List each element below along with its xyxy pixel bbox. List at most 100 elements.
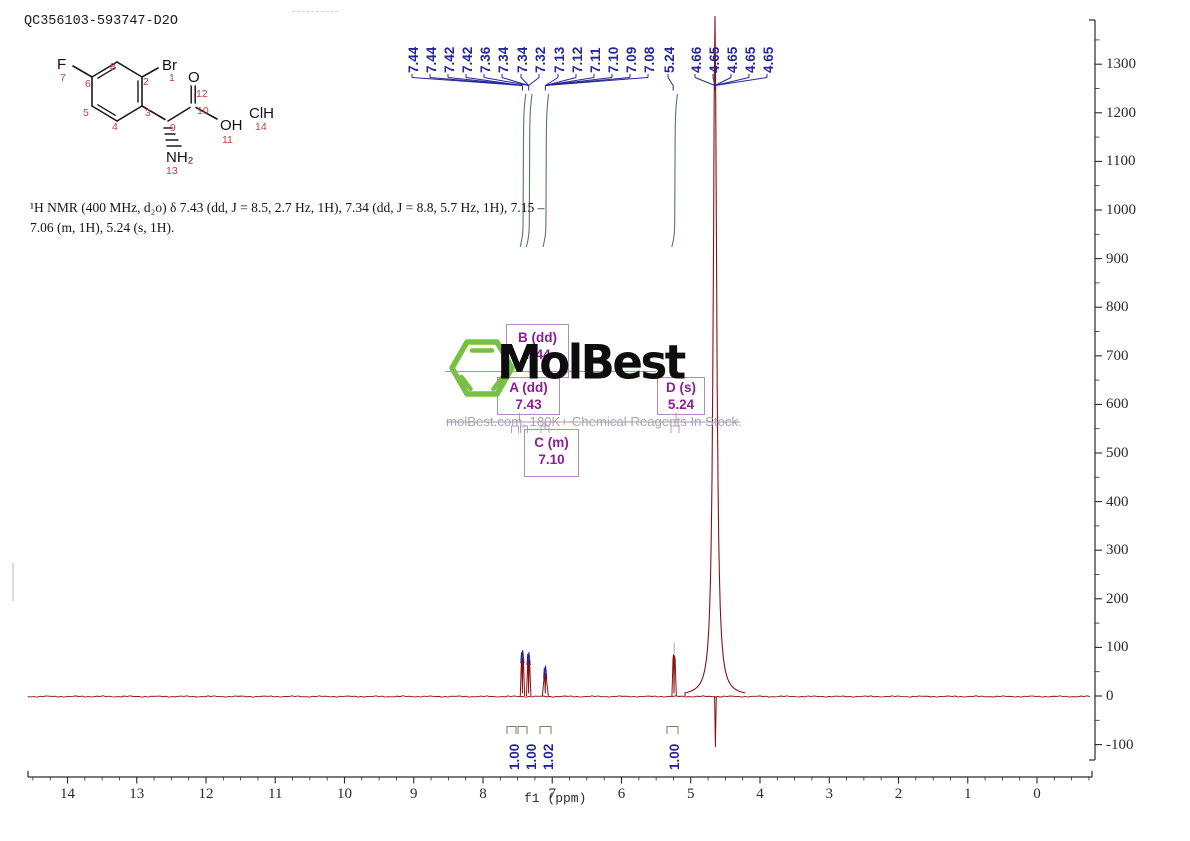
multiplet-box-A: A (dd) 7.43	[497, 377, 560, 415]
watermark-logo-text: MolBest	[497, 335, 686, 391]
bond-line	[195, 106, 218, 120]
atom-number: 4	[112, 121, 118, 133]
peak-label-connector	[545, 77, 559, 86]
y-axis-tick-label: 400	[1106, 493, 1129, 510]
y-axis-tick-label: 300	[1106, 542, 1129, 559]
peak-label-connector	[545, 77, 649, 86]
atom-number: 10	[197, 105, 209, 117]
peak-label-connector	[528, 77, 540, 86]
integral-range-bracket	[666, 726, 679, 734]
multiplet-box-label: A (dd)	[509, 380, 548, 395]
bond-line	[141, 67, 159, 78]
integral-label: 1.02	[541, 743, 556, 770]
atom-number: 5	[83, 107, 89, 119]
peak-label-connector	[712, 77, 716, 86]
y-axis-tick-label: 1100	[1106, 153, 1136, 170]
peak-label: 7.12	[569, 46, 585, 73]
x-axis-tick-label: 8	[479, 786, 487, 802]
integral-curve	[519, 93, 527, 248]
atom-number: 9	[170, 122, 176, 134]
multiplet-box-value: 7.43	[515, 397, 542, 412]
y-axis-tick-label: -100	[1106, 736, 1134, 753]
x-axis-tick-label: 11	[268, 786, 283, 802]
y-axis-tick-label: 700	[1106, 347, 1129, 364]
nmr-assignment-text: ¹H NMR (400 MHz, d₂o) δ 7.43 (dd, J = 8.…	[30, 198, 565, 238]
peak-label: 7.42	[441, 46, 457, 73]
bond-line	[91, 61, 118, 78]
spectrum-baseline	[27, 695, 1091, 698]
peak-label: 7.34	[495, 46, 511, 73]
multiplet-box-D: D (s) 5.24	[657, 377, 705, 415]
peak-label: 7.13	[551, 46, 567, 73]
integral-curve	[542, 93, 550, 248]
x-axis-tick-label: 5	[687, 786, 695, 802]
multiplet-box-C: C (m) 7.10	[524, 429, 579, 477]
x-axis-tick-label: 3	[825, 786, 834, 802]
sample-id: QC356103-593747-D2O	[24, 14, 178, 29]
atom-label: ClH	[249, 105, 274, 122]
integral-curve	[525, 93, 533, 248]
atom-label: F	[57, 56, 66, 73]
peak-top-marker	[543, 665, 548, 679]
y-axis-tick-label: 1300	[1106, 56, 1136, 73]
nmr-text-line1: ¹H NMR (400 MHz, d₂o) δ 7.43 (dd, J = 8.…	[30, 200, 545, 215]
peak-label: 4.65	[724, 46, 740, 73]
x-axis-tick-label: 4	[756, 786, 764, 802]
peak-label-connector	[667, 77, 674, 86]
peak-label: 4.65	[706, 46, 722, 73]
y-axis-tick-label: 600	[1106, 396, 1129, 413]
faint-watermark-artifact-left	[12, 563, 14, 601]
atom-number: 6	[85, 78, 91, 90]
atom-number: 7	[60, 72, 66, 84]
x-axis-tick-label: 12	[198, 786, 214, 802]
solvent-peak	[684, 15, 746, 697]
y-axis-tick-label: 1200	[1106, 104, 1136, 121]
bond-line	[97, 104, 117, 117]
multiplet-box-value: 5.24	[667, 397, 695, 412]
x-axis-tick-label: 0	[1033, 786, 1041, 802]
x-axis-tick-label: 6	[617, 786, 626, 802]
peak-label: 7.34	[514, 46, 530, 73]
atom-label: NH₂	[166, 149, 194, 166]
y-axis-tick-label: 200	[1106, 590, 1129, 607]
bond-line	[141, 105, 166, 121]
bond-line	[167, 106, 191, 122]
peak-top-marker	[526, 652, 531, 666]
integral-range-bracket	[517, 726, 528, 734]
integral-label: 1.00	[524, 743, 539, 770]
atom-number: 11	[222, 134, 233, 146]
multiplet-box-label: B (dd)	[518, 330, 557, 345]
bond-line	[91, 105, 118, 122]
peak-label: 7.44	[423, 46, 439, 73]
bond-line	[72, 65, 93, 78]
watermark-tagline: molBest.com, 180K+ Chemical Reagents In …	[446, 414, 742, 429]
nmr-peak	[671, 654, 677, 697]
atom-number: 13	[166, 165, 178, 177]
integral-label: 1.00	[667, 743, 682, 770]
peak-label: 7.11	[587, 47, 603, 73]
multiplet-region-bracket	[670, 425, 680, 433]
y-axis-tick-label: 800	[1106, 299, 1129, 316]
faint-watermark-artifact-top	[292, 11, 338, 12]
x-axis-tick-label: 10	[337, 786, 352, 802]
multiplet-region-bracket	[511, 425, 519, 433]
peak-label: 7.08	[641, 46, 657, 73]
atom-number: 14	[255, 121, 267, 133]
peak-label: 7.10	[605, 46, 621, 73]
atom-number: 3	[145, 107, 151, 119]
x-axis-tick-label: 14	[60, 786, 75, 802]
atom-label: O	[188, 69, 200, 86]
integral-label: 1.00	[507, 743, 522, 770]
peak-label: 4.66	[688, 46, 704, 73]
peak-top-marker	[520, 650, 525, 664]
multiplet-box-B: B (dd) 7.44	[506, 324, 569, 378]
benzene-hexagon-icon	[449, 339, 515, 397]
x-axis-tick-label: 13	[129, 786, 145, 802]
x-axis-tick-label: 7	[548, 786, 557, 802]
integral-range-bracket	[539, 726, 552, 734]
peak-label-connector	[483, 77, 529, 86]
atom-number: 12	[196, 88, 208, 100]
peak-label: 7.32	[532, 46, 548, 73]
